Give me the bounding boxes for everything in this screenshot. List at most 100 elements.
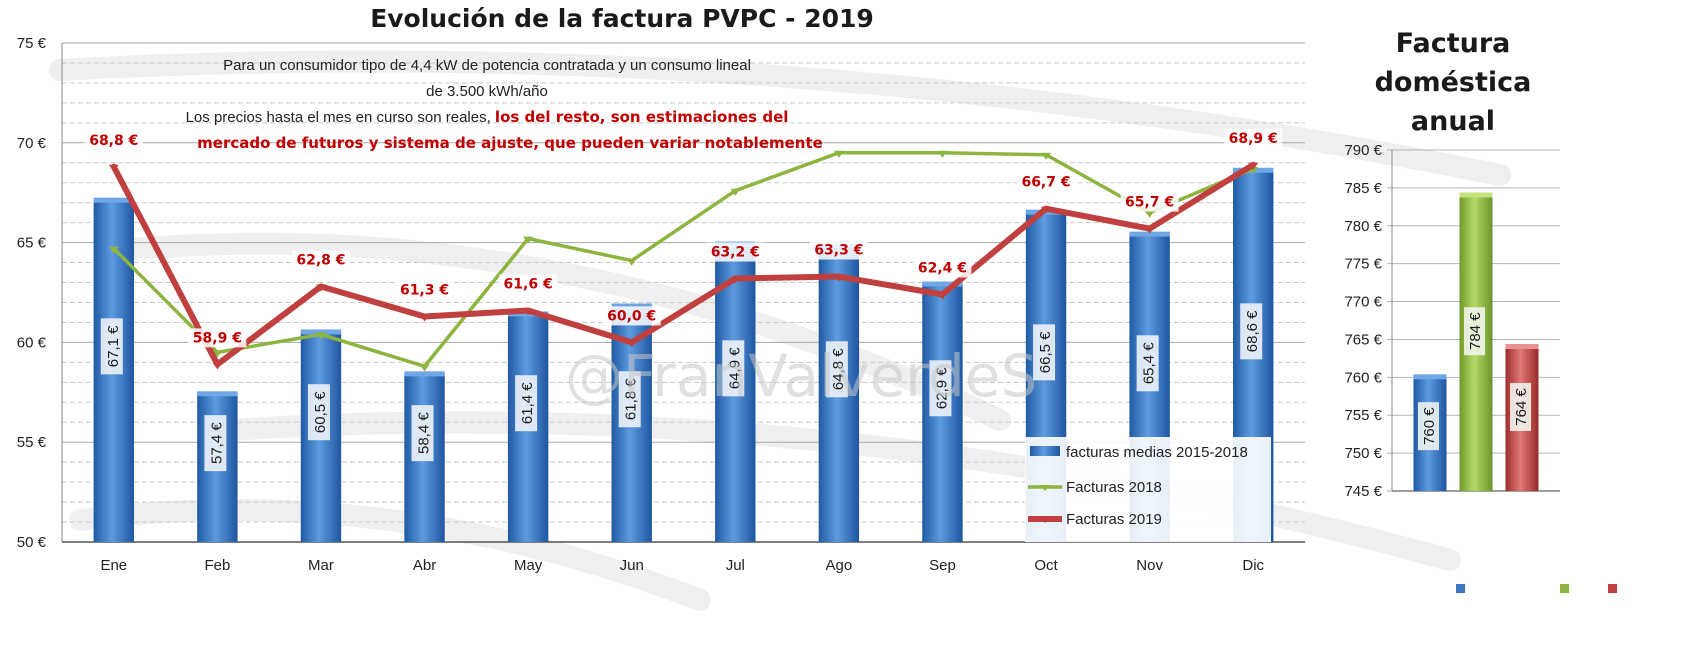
- side-legend: [1456, 584, 1617, 593]
- side-bar-cap: [1505, 344, 1539, 350]
- point-value-label: 63,3 €: [814, 243, 863, 259]
- data-label-background: [395, 280, 454, 300]
- data-label-background: [499, 274, 558, 294]
- side-y-tick-label: 755 €: [1344, 407, 1382, 424]
- x-tick-label: Oct: [1034, 557, 1058, 574]
- point-value-label: 61,3 €: [400, 282, 449, 298]
- bar-cap: [404, 371, 445, 377]
- bar-cap: [197, 391, 238, 397]
- bar-value-label-group: 68,6 €: [1240, 303, 1263, 360]
- point-value-label: 58,9 €: [193, 330, 242, 346]
- series-2019-line: [110, 161, 1257, 368]
- bar-cap: [1129, 231, 1170, 237]
- bar-value-label: 64,8 €: [830, 348, 847, 390]
- side-title-line: anual: [1411, 106, 1495, 137]
- series-2018-marker: [1144, 210, 1155, 218]
- bar-value-label: 60,5 €: [312, 391, 329, 433]
- bar-cap: [93, 197, 134, 203]
- background-decoration: [69, 499, 711, 611]
- main-legend: facturas medias 2015-2018 Facturas 2018 Fa…: [1025, 437, 1271, 542]
- series-2018-line: [112, 151, 1255, 369]
- bar-label-background: [100, 318, 123, 375]
- bar-value-label-group: 64,8 €: [825, 341, 848, 398]
- bar-label-background: [1033, 324, 1056, 381]
- x-tick-label: Ene: [100, 557, 127, 574]
- series-2019-marker: [108, 164, 119, 172]
- bar-value-label-group: 65,4 €: [1136, 335, 1159, 392]
- side-bar-label-group: 764 €: [1510, 383, 1531, 432]
- x-tick-label: Mar: [308, 557, 334, 574]
- side-bar-label-group: 760 €: [1418, 402, 1439, 451]
- series-2018-marker: [730, 188, 741, 196]
- bar-value-label-group: 66,5 €: [1033, 324, 1056, 381]
- bar-value-label: 68,6 €: [1244, 310, 1261, 352]
- bar-value-label-group: 58,4 €: [411, 405, 434, 462]
- series-2019-marker: [730, 276, 741, 284]
- bar-value-label-group: 61,8 €: [618, 371, 641, 428]
- point-value-label: 62,4 €: [918, 260, 967, 276]
- bar-label-background: [618, 371, 641, 428]
- main-chart-title: Evolución de la factura PVPC - 2019: [370, 4, 874, 33]
- side-bar-value-label: 764 €: [1513, 388, 1530, 426]
- side-y-tick-label: 745 €: [1344, 483, 1382, 500]
- bar-label-background: [722, 340, 745, 397]
- data-label-background: [188, 328, 247, 348]
- side-chart-title: Factura doméstica anual: [1375, 28, 1532, 137]
- point-value-label: 61,6 €: [504, 276, 553, 292]
- bar-value-label-group: 57,4 €: [204, 415, 227, 472]
- legend-marker-2019: [1040, 517, 1050, 523]
- side-bar-label-background: [1510, 383, 1531, 432]
- y-tick-label: 75 €: [17, 35, 47, 52]
- bar-label-background: [825, 341, 848, 398]
- background-decoration: [109, 232, 1011, 431]
- bar-cap: [300, 329, 342, 335]
- series-2019-marker: [1144, 226, 1155, 234]
- series-2019-marker: [419, 314, 430, 322]
- series-2018-marker: [1041, 152, 1052, 160]
- side-y-tick-label: 790 €: [1344, 142, 1382, 159]
- side-bar-value-label: 760 €: [1421, 407, 1438, 445]
- bar-value-label: 67,1 €: [105, 325, 122, 367]
- series-2019-marker: [315, 284, 326, 292]
- bar-value-label: 62,9 €: [933, 367, 950, 409]
- bar-value-label-group: 61,4 €: [515, 375, 538, 432]
- side-bar-cap: [1413, 374, 1447, 380]
- point-value-label: 62,8 €: [296, 253, 345, 269]
- bar-value-label-group: 67,1 €: [100, 318, 123, 375]
- legend-swatch-bars: [1030, 446, 1060, 456]
- annotation-line-4: mercado de futuros y sistema de ajuste, …: [197, 134, 823, 152]
- x-tick-label: Ago: [826, 557, 853, 574]
- series-2019-marker: [212, 362, 223, 370]
- y-tick-label: 50 €: [17, 534, 47, 551]
- bar-label-background: [929, 360, 952, 417]
- x-tick-label: Abr: [413, 557, 436, 574]
- data-label-background: [809, 240, 868, 260]
- side-legend-swatch: [1456, 584, 1465, 593]
- series-2019-marker: [1041, 206, 1052, 214]
- side-y-tick-label: 765 €: [1344, 331, 1382, 348]
- bar-label-background: [1240, 303, 1263, 360]
- series-2018-marker: [315, 332, 326, 340]
- legend-label: Facturas 2019: [1066, 511, 1162, 528]
- legend-label: Facturas 2018: [1066, 479, 1162, 496]
- bar-value-label-group: 64,9 €: [722, 340, 745, 397]
- series-2018-marker: [626, 258, 637, 266]
- point-value-label: 60,0 €: [607, 308, 656, 324]
- bar-value-label-group: 60,5 €: [307, 384, 330, 441]
- side-bar-label-background: [1464, 307, 1485, 356]
- series-2019-marker: [523, 308, 534, 316]
- series-2019-marker: [626, 340, 637, 348]
- bar-value-label: 66,5 €: [1037, 331, 1054, 373]
- chart-annotation: Para un consumidor tipo de 4,4 kW de pot…: [186, 57, 823, 152]
- side-bar-value-label: 784 €: [1467, 312, 1484, 350]
- bar-cap: [922, 281, 963, 287]
- legend-marker-2018: [1040, 485, 1050, 491]
- annotation-line-3: Los precios hasta el mes en curso son re…: [186, 108, 789, 126]
- side-bar-cap: [1459, 192, 1493, 198]
- point-value-label: 63,2 €: [711, 245, 760, 261]
- series-2018-marker: [833, 150, 844, 158]
- y-tick-label: 55 €: [17, 434, 47, 451]
- side-title-line: Factura: [1396, 28, 1511, 59]
- data-label-background: [84, 130, 143, 150]
- data-label-background: [1120, 192, 1179, 212]
